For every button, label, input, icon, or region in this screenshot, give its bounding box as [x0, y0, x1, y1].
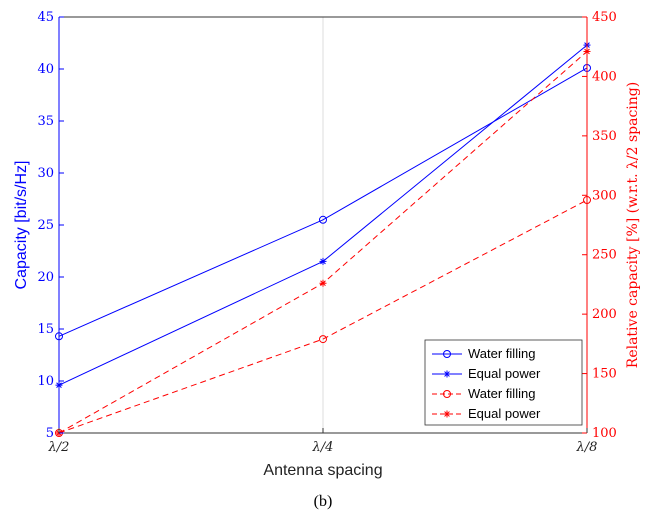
- series-1-point: [319, 257, 327, 265]
- right-tick-label: 250: [592, 248, 617, 263]
- left-y-axis-label: Capacity [bit/s/Hz]: [13, 161, 30, 290]
- right-tick-label: 100: [592, 426, 617, 441]
- series-2-point: [319, 335, 327, 344]
- series-line-0: [58, 67, 588, 337]
- legend-label: Equal power: [468, 406, 541, 421]
- x-tick-label: λ/4: [312, 440, 334, 455]
- left-tick-label: 40: [37, 62, 54, 77]
- legend-label: Water filling: [468, 386, 535, 401]
- right-y-axis-label: Relative capacity [%] (w.r.t. λ/2 spacin…: [625, 82, 641, 368]
- right-tick-label: 300: [592, 188, 617, 203]
- right-tick-label: 150: [592, 367, 617, 382]
- right-tick-label: 400: [592, 69, 617, 84]
- left-tick-label: 35: [37, 114, 54, 129]
- left-tick-label: 30: [37, 166, 54, 181]
- legend-swatch-marker: [443, 370, 451, 378]
- legend-swatch-marker: [443, 410, 451, 418]
- x-axis-label: Antenna spacing: [263, 462, 382, 479]
- legend-swatch-marker: [443, 390, 451, 398]
- left-tick-label: 5: [46, 426, 54, 441]
- right-tick-label: 200: [592, 307, 617, 322]
- legend: Water filling Equal power Water filling Equ…: [424, 339, 583, 426]
- series-0-point: [319, 215, 327, 224]
- left-tick-label: 15: [37, 322, 54, 337]
- right-tick-label: 350: [592, 129, 617, 144]
- figure-caption: (b): [314, 493, 333, 510]
- left-tick-label: 10: [37, 374, 54, 389]
- series-line-2: [58, 199, 588, 434]
- series-3-point: [319, 279, 327, 287]
- x-tick-label: λ/8: [576, 440, 598, 455]
- left-tick-label: 20: [37, 270, 54, 285]
- tick-labels: 5 10 15 20 25 30 35 40 45 100 150 200 250 300 350 400 45…: [37, 10, 616, 455]
- x-tick-label: λ/2: [48, 440, 70, 455]
- right-tick-label: 450: [592, 10, 617, 25]
- left-tick-label: 45: [37, 10, 54, 25]
- legend-label: Equal power: [468, 366, 541, 381]
- legend-swatch-marker: [443, 350, 451, 358]
- left-tick-label: 25: [37, 218, 54, 233]
- legend-label: Water filling: [468, 346, 535, 361]
